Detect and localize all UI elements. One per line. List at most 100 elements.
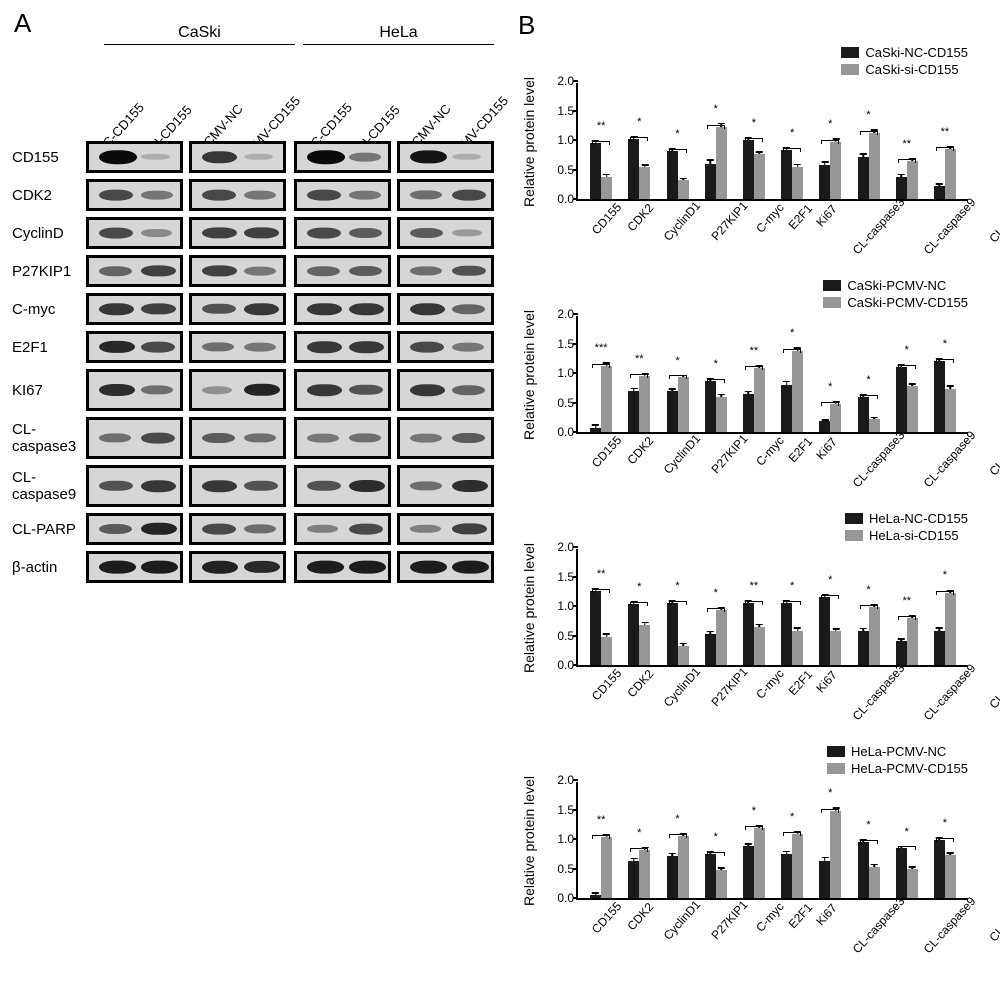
bar-group: *	[811, 597, 849, 665]
chart-legend: CaSki-PCMV-NCCaSki-PCMV-CD155	[823, 278, 968, 312]
significance-bracket	[592, 835, 610, 839]
bar-group: *	[735, 140, 773, 199]
significance-bracket	[745, 601, 763, 605]
x-tick-label: P27KIP1	[706, 895, 751, 942]
bar-treatment	[830, 811, 841, 898]
significance-marker: **	[597, 120, 606, 132]
bar-nc	[819, 597, 830, 665]
blot-box	[189, 513, 286, 545]
bar-nc	[705, 381, 716, 432]
legend-text: CaSki-PCMV-CD155	[847, 295, 968, 310]
bar-group: *	[697, 381, 735, 432]
significance-marker: *	[714, 103, 718, 115]
bar-treatment	[639, 850, 650, 898]
blot-box	[397, 551, 494, 583]
bar-group: **	[620, 376, 658, 432]
blot-box	[86, 293, 183, 325]
x-tick-label: CyclinD1	[658, 662, 704, 710]
x-tick-label: CD155	[586, 430, 624, 470]
legend-text: HeLa-PCMV-CD155	[851, 761, 968, 776]
significance-bracket	[898, 846, 916, 850]
x-tick-label: CL-PARP	[983, 428, 1000, 478]
significance-bracket	[783, 148, 801, 152]
protein-name: β-actin	[12, 559, 86, 576]
bar-nc	[628, 604, 639, 665]
protein-name: CL-PARP	[12, 521, 86, 538]
bar-treatment	[678, 180, 689, 199]
plot-area: 0.00.51.01.52.0**************	[576, 316, 968, 434]
blot-box	[397, 255, 494, 287]
protein-name: CDK2	[12, 187, 86, 204]
y-axis-label: Relative protein level	[522, 83, 536, 201]
significance-bracket	[898, 159, 916, 163]
bar-nc	[590, 428, 601, 432]
protein-name: C-myc	[12, 301, 86, 318]
bar-group: *	[658, 377, 696, 432]
bar-treatment	[945, 389, 956, 432]
cell-header-caski: CaSki	[104, 24, 295, 45]
significance-marker: *	[943, 338, 947, 350]
bar-treatment	[792, 351, 803, 432]
significance-marker: *	[790, 127, 794, 139]
bar-group: *	[658, 603, 696, 665]
x-tick-label: CDK2	[622, 431, 657, 467]
bar-nc	[667, 603, 678, 665]
significance-marker: **	[902, 138, 911, 150]
x-tick-label: C-myc	[750, 198, 787, 236]
bar-group: **	[735, 603, 773, 665]
blot-row: CDK2	[12, 179, 502, 211]
x-tick-label: CyclinD1	[658, 895, 704, 943]
blot-box	[86, 369, 183, 411]
panel-a-western-blots: A CaSki HeLa NC-CD155SI-CD155PCMV-NCPCMV…	[0, 0, 510, 986]
blot-box	[294, 369, 391, 411]
bar-nc	[705, 634, 716, 665]
chart-legend: HeLa-PCMV-NCHeLa-PCMV-CD155	[827, 744, 968, 778]
significance-marker: *	[637, 827, 641, 839]
significance-marker: **	[902, 595, 911, 607]
bar-nc	[934, 186, 945, 199]
bar-treatment	[754, 627, 765, 665]
chart-legend: CaSki-NC-CD155CaSki-si-CD155	[841, 45, 968, 79]
significance-bracket	[707, 608, 725, 612]
significance-bracket	[821, 595, 839, 599]
bar-nc	[667, 151, 678, 199]
significance-marker: *	[714, 831, 718, 843]
blot-box	[86, 217, 183, 249]
blot-box	[86, 255, 183, 287]
bar-chart: HeLa-NC-CD155HeLa-si-CD155Relative prote…	[518, 511, 978, 734]
significance-bracket	[860, 395, 878, 399]
bar-treatment	[869, 419, 880, 432]
bar-nc	[858, 631, 869, 665]
significance-bracket	[821, 402, 839, 406]
blot-rows: CD155CDK2CyclinDP27KIP1C-mycE2F1KI67CL-c…	[12, 141, 502, 583]
blot-box	[189, 369, 286, 411]
significance-bracket	[783, 832, 801, 836]
bar-treatment	[830, 631, 841, 665]
bar-nc	[628, 391, 639, 432]
bar-group: *	[658, 836, 696, 898]
x-tick-label: Ki67	[810, 432, 839, 462]
blot-box	[86, 465, 183, 507]
bar-treatment	[869, 133, 880, 199]
bar-treatment	[792, 167, 803, 199]
x-tick-label: CL-caspase3	[847, 425, 908, 490]
bar-treatment	[945, 855, 956, 898]
blot-box	[397, 293, 494, 325]
significance-bracket	[936, 591, 954, 595]
significance-marker: *	[866, 584, 870, 596]
protein-name: CL-caspase9	[12, 469, 86, 503]
significance-bracket	[745, 138, 763, 142]
blot-box	[294, 331, 391, 363]
bar-group: *	[811, 404, 849, 432]
x-tick-label: CL-caspase9	[918, 891, 979, 956]
significance-bracket	[707, 379, 725, 383]
bar-group: *	[849, 397, 887, 432]
blot-row: CL-caspase3	[12, 417, 502, 459]
bar-treatment	[678, 377, 689, 432]
bar-group: *	[888, 367, 926, 432]
bar-treatment	[792, 834, 803, 898]
bar-nc	[743, 140, 754, 199]
significance-bracket	[898, 365, 916, 369]
x-tick-label: P27KIP1	[706, 429, 751, 476]
significance-bracket	[630, 137, 648, 141]
